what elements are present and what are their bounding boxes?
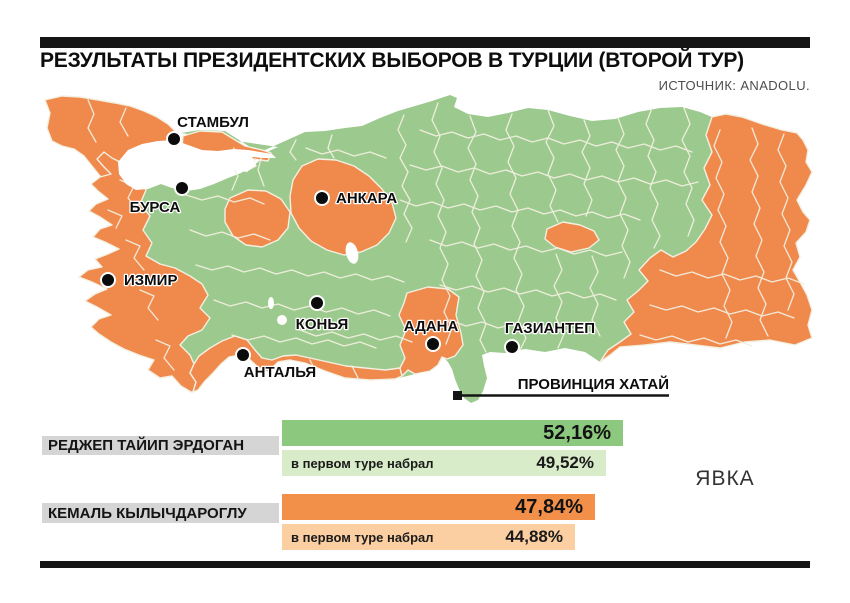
callout-marker xyxy=(453,391,462,400)
first-round-note: в первом туре набрал xyxy=(291,455,434,471)
region-adana xyxy=(398,286,464,377)
callout-label: ПРОВИНЦИЯ ХАТАЙ xyxy=(518,375,669,393)
lake-egirdir xyxy=(268,297,274,309)
lake-tuz xyxy=(345,242,359,264)
candidate-label-erdogan: РЕДЖЕП ТАЙИП ЭРДОГАН xyxy=(42,436,279,455)
turnout-donut: ЯВКА 85,71% xyxy=(645,399,805,559)
city-dot-gaziantep xyxy=(504,339,520,355)
candidate-name: РЕДЖЕП ТАЙИП ЭРДОГАН xyxy=(48,437,245,454)
candidate-name: КЕМАЛЬ КЫЛЫЧДАРОГЛУ xyxy=(48,504,247,522)
region-tunceli xyxy=(544,221,600,253)
bar-value: 47,84% xyxy=(515,495,583,518)
region-ankara xyxy=(289,158,397,256)
province-borders xyxy=(87,99,805,379)
region-eskisehir xyxy=(224,189,291,248)
city-dot-izmir xyxy=(100,272,116,288)
bar-value: 52,16% xyxy=(543,421,611,444)
lakes xyxy=(268,242,359,325)
city-dot-bursa xyxy=(174,180,190,196)
bar-value: 49,52% xyxy=(536,453,594,472)
bar-kilicdaroglu-second-round: 47,84% xyxy=(282,494,595,520)
bar-kilicdaroglu-first-round: в первом туре набрал 44,88% xyxy=(282,524,575,550)
region-east-southeast xyxy=(599,113,813,363)
marmara-sea xyxy=(118,140,276,190)
candidate-label-kilicdaroglu: КЕМАЛЬ КЫЛЫЧДАРОГЛУ xyxy=(42,503,279,523)
city-label-adana: АДАНА xyxy=(404,318,459,335)
city-label-izmir: ИЗМИР xyxy=(124,272,177,289)
donut-hole: ЯВКА xyxy=(686,440,764,518)
city-dot-antalya xyxy=(235,347,251,363)
source-credit: ИСТОЧНИК: ANADOLU. xyxy=(658,78,810,93)
first-round-note: в первом туре набрал xyxy=(291,529,434,545)
top-rule xyxy=(40,37,810,48)
bar-value: 44,88% xyxy=(505,527,563,546)
city-label-antalya: АНТАЛЬЯ xyxy=(244,364,316,381)
bar-erdogan-first-round: в первом туре набрал 49,52% xyxy=(282,450,606,476)
city-label-bursa: БУРСА xyxy=(130,199,181,216)
city-label-konya: КОНЬЯ xyxy=(296,316,349,333)
city-dot-istanbul xyxy=(166,131,182,147)
city-label-istanbul: СТАМБУЛ xyxy=(177,114,249,131)
bottom-rule xyxy=(40,561,810,568)
city-markers: СТАМБУЛ БУРСА АНКАРА ИЗМИР КОНЬЯ АДАНА Г… xyxy=(100,113,596,382)
hatay-callout: ПРОВИНЦИЯ ХАТАЙ xyxy=(453,374,670,400)
city-label-ankara: АНКАРА xyxy=(336,190,397,207)
city-dot-ankara xyxy=(314,190,330,206)
turnout-label: ЯВКА xyxy=(695,467,755,490)
city-dot-konya xyxy=(309,295,325,311)
city-label-gaziantep: ГАЗИАНТЕП xyxy=(505,320,595,337)
city-dot-adana xyxy=(425,336,441,352)
lake-beysehir xyxy=(277,315,287,325)
bar-erdogan-second-round: 52,16% xyxy=(282,420,623,446)
page-title: РЕЗУЛЬТАТЫ ПРЕЗИДЕНТСКИХ ВЫБОРОВ В ТУРЦИ… xyxy=(40,49,744,72)
